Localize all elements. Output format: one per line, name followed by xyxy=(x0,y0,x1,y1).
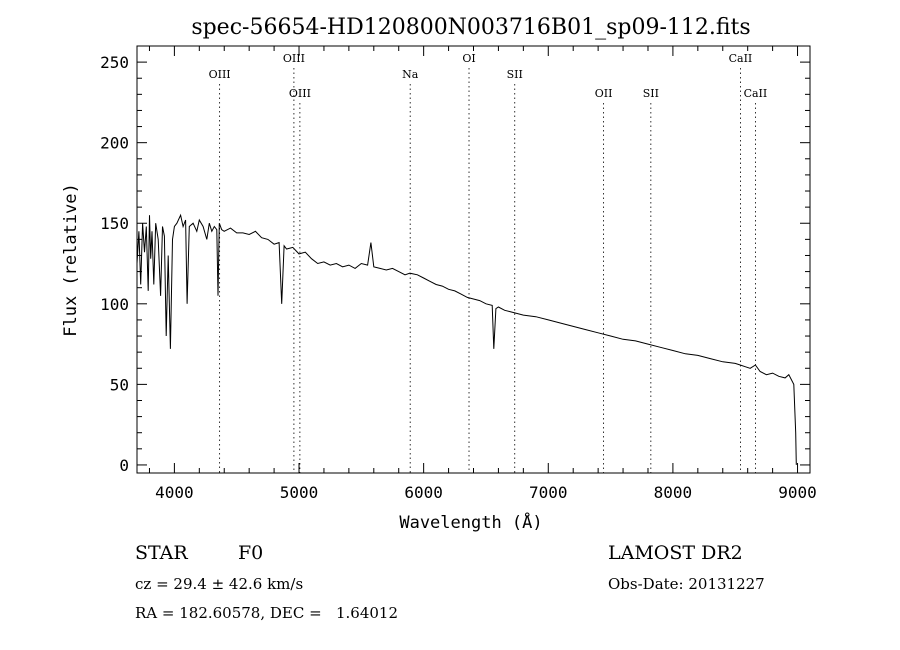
emission-line-label: OI xyxy=(462,52,475,65)
plot-frame xyxy=(136,45,811,474)
y-tick-label: 100 xyxy=(100,295,129,314)
emission-line-label: Na xyxy=(402,68,419,81)
y-tick-label: 250 xyxy=(100,53,129,72)
y-tick-label: 50 xyxy=(110,375,129,394)
emission-line-label: OIII xyxy=(209,68,231,81)
x-tick-label: 7000 xyxy=(529,483,568,502)
y-tick-label: 0 xyxy=(119,456,129,475)
emission-line-label: SII xyxy=(643,87,659,100)
emission-line-label: CaII xyxy=(729,52,753,65)
object-subclass: F0 xyxy=(238,542,264,564)
x-axis-ticks: 4000 5000 6000 7000 8000 9000 xyxy=(148,46,817,502)
emission-lines: OIII OIII OIII Na OI SII OII SII CaII CaII xyxy=(209,52,768,473)
x-tick-label: 6000 xyxy=(404,483,443,502)
x-tick-label: 5000 xyxy=(280,483,319,502)
y-axis-ticks: 0 50 100 150 200 250 xyxy=(100,53,810,475)
object-class: STAR xyxy=(135,542,188,564)
coordinates-text: RA = 182.60578, DEC = 1.64012 xyxy=(135,604,399,622)
emission-line-label: OIII xyxy=(283,52,305,65)
y-tick-label: 200 xyxy=(100,134,129,153)
y-axis-label: Flux (relative) xyxy=(61,183,81,337)
x-tick-label: 8000 xyxy=(654,483,693,502)
emission-line-label: CaII xyxy=(744,87,768,100)
obs-date-text: Obs-Date: 20131227 xyxy=(608,575,765,593)
spectrum-line xyxy=(136,213,797,465)
x-tick-label: 4000 xyxy=(155,483,194,502)
y-tick-label: 150 xyxy=(100,214,129,233)
emission-line-label: SII xyxy=(507,68,523,81)
x-axis-label: Wavelength (Å) xyxy=(399,511,542,533)
emission-line-label: OII xyxy=(595,87,613,100)
emission-line-label: OIII xyxy=(289,87,311,100)
chart-title: spec-56654-HD120800N003716B01_sp09-112.f… xyxy=(191,15,750,40)
survey-label: LAMOST DR2 xyxy=(608,542,743,564)
x-tick-label: 9000 xyxy=(778,483,817,502)
redshift-text: cz = 29.4 ± 42.6 km/s xyxy=(135,575,304,593)
